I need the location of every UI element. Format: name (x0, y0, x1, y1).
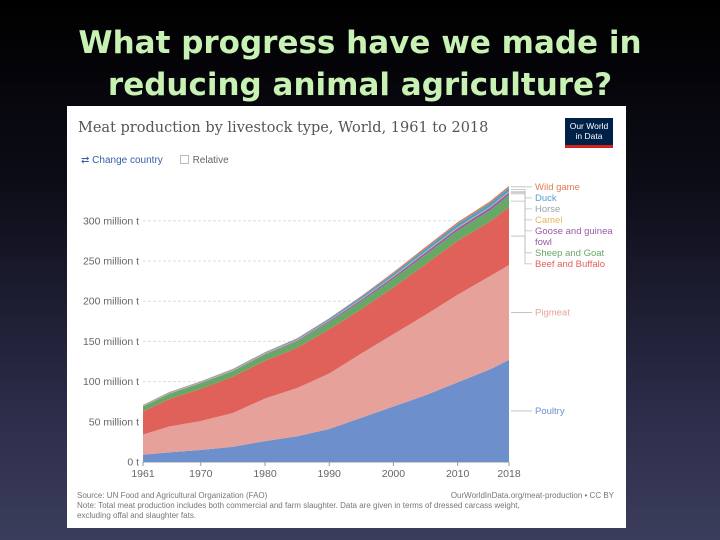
logo-line-1: Our World (569, 121, 609, 131)
chart-card: Meat production by livestock type, World… (67, 106, 626, 528)
y-tick-label: 200 million t (83, 296, 139, 308)
legend-label[interactable]: Duck (535, 193, 557, 204)
legend-label[interactable]: Pigmeat (535, 307, 570, 318)
legend-label[interactable]: Camel (535, 215, 562, 226)
change-country-label: Change country (92, 155, 163, 166)
legend-label[interactable]: Goose and guinea fowl (535, 226, 613, 248)
chart-title: Meat production by livestock type, World… (78, 120, 489, 136)
legend-label[interactable]: Sheep and Goat (535, 248, 605, 259)
y-tick-label: 50 million t (89, 416, 139, 428)
relative-checkbox[interactable] (179, 155, 189, 164)
legend-connector (511, 235, 532, 265)
legend-label[interactable]: Horse (535, 204, 560, 215)
source-note: Source: UN Food and Agricultural Organiz… (77, 491, 268, 500)
y-tick-label: 300 million t (83, 215, 139, 227)
relative-label: Relative (192, 155, 229, 166)
footnote-line-2: excluding offal and slaughter fats. (77, 511, 197, 520)
chart-svg: 0 t 50 million t 100 million t 150 million … (83, 182, 613, 480)
area-beef-and-buffalo[interactable] (143, 207, 509, 435)
legend-label[interactable]: Beef and Buffalo (535, 259, 605, 270)
source-url[interactable]: OurWorldInData.org/meat-production • CC … (450, 491, 614, 500)
y-tick-label: 0 t (127, 457, 139, 469)
footnote-line-1: Note: Total meat production includes bot… (77, 501, 520, 510)
x-tick-label: 1980 (253, 468, 277, 480)
legend-label[interactable]: Wild game (535, 182, 580, 193)
x-tick-label: 1990 (318, 468, 342, 480)
y-tick-label: 150 million t (83, 336, 139, 348)
area-pigmeat[interactable] (143, 265, 509, 455)
swap-arrows-icon: ⇄ (81, 155, 90, 166)
logo-line-2: in Data (575, 131, 603, 141)
legend-label[interactable]: Poultry (535, 406, 565, 417)
legend-connector (511, 191, 532, 210)
slide-title-line-1: What progress have we made in (78, 25, 642, 61)
slide-title: What progress have we made in reducing a… (0, 22, 720, 106)
x-tick-label: 2010 (446, 468, 470, 480)
area-poultry[interactable] (143, 359, 509, 462)
legend-connector (511, 191, 532, 221)
legend-connector (511, 193, 532, 232)
x-tick-label: 2000 (382, 468, 406, 480)
x-tick-label: 2018 (497, 468, 521, 480)
axes: 0 t 50 million t 100 million t 150 million … (83, 215, 521, 480)
chart-controls: ⇄ Change country Relative (81, 155, 229, 166)
change-country-button[interactable]: ⇄ Change country (81, 155, 163, 166)
y-tick-label: 100 million t (83, 376, 139, 388)
x-tick-label: 1961 (131, 468, 155, 480)
owid-logo[interactable]: Our World in Data (565, 118, 613, 148)
x-tick-label: 1970 (189, 468, 213, 480)
legend-connector (511, 189, 532, 199)
y-tick-label: 250 million t (83, 256, 139, 268)
stacked-areas (143, 185, 509, 462)
relative-toggle[interactable]: Relative (179, 155, 229, 166)
slide-title-line-2: reducing animal agriculture? (107, 67, 613, 103)
